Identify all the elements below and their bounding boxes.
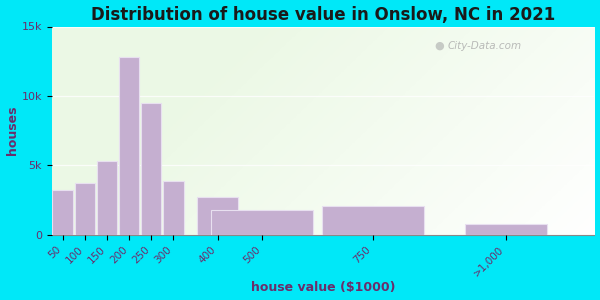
Text: ●: ●	[434, 41, 444, 51]
Bar	[74, 183, 95, 235]
Bar	[211, 210, 313, 235]
Bar	[119, 57, 139, 235]
Y-axis label: houses: houses	[5, 106, 19, 155]
Bar	[97, 161, 117, 235]
Text: City-Data.com: City-Data.com	[448, 41, 522, 51]
Bar	[197, 197, 238, 235]
Bar	[465, 224, 547, 235]
Bar	[52, 190, 73, 235]
Bar	[163, 181, 184, 235]
Title: Distribution of house value in Onslow, NC in 2021: Distribution of house value in Onslow, N…	[91, 6, 555, 24]
X-axis label: house value ($1000): house value ($1000)	[251, 281, 395, 294]
Bar	[141, 103, 161, 235]
Bar	[322, 206, 424, 235]
